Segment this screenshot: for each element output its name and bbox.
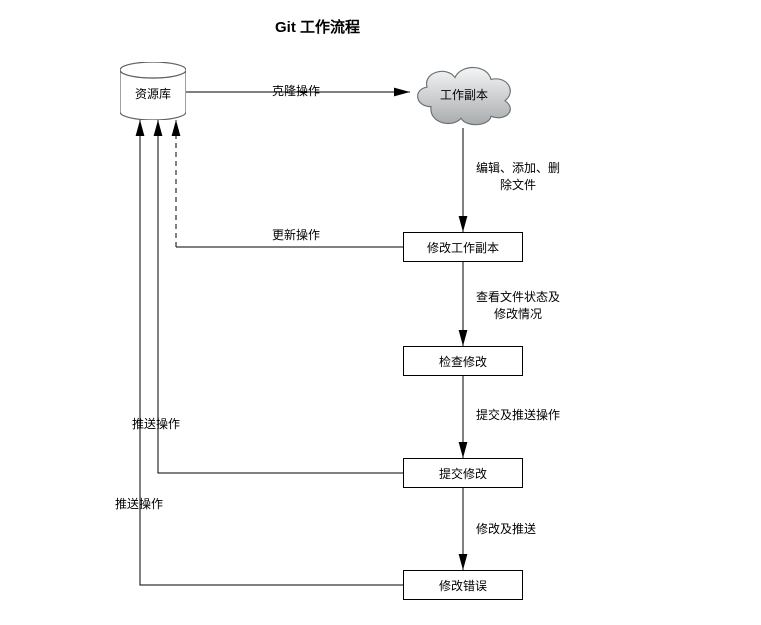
node-commit-label: 提交修改 <box>439 465 487 482</box>
edge-label-view: 查看文件状态及 修改情况 <box>476 288 560 322</box>
edge-label-fixpush: 修改及推送 <box>476 520 536 537</box>
node-check: 检查修改 <box>403 346 523 376</box>
diagram-stage: Git 工作流程 资源库 工作副本 修改工作副本 检查修改 提交修改 修改错误 … <box>0 0 761 625</box>
node-commit: 提交修改 <box>403 458 523 488</box>
node-cloud: 工作副本 <box>409 60 519 128</box>
edge-label-edit: 编辑、添加、删 除文件 <box>476 159 560 193</box>
edge-label-push2: 推送操作 <box>115 495 163 512</box>
edge-label-clone: 克隆操作 <box>272 82 320 99</box>
node-fix: 修改错误 <box>403 570 523 600</box>
node-check-label: 检查修改 <box>439 353 487 370</box>
edge-label-update: 更新操作 <box>272 226 320 243</box>
edges-canvas <box>0 0 761 625</box>
node-fix-label: 修改错误 <box>439 577 487 594</box>
node-modify: 修改工作副本 <box>403 232 523 262</box>
node-modify-label: 修改工作副本 <box>427 239 499 256</box>
node-repo-label: 资源库 <box>120 85 186 102</box>
node-repo: 资源库 <box>120 62 186 120</box>
edge-label-push1: 推送操作 <box>132 415 180 432</box>
edge-label-commitpush: 提交及推送操作 <box>476 406 560 423</box>
diagram-title: Git 工作流程 <box>275 16 360 37</box>
node-cloud-label: 工作副本 <box>409 86 519 103</box>
